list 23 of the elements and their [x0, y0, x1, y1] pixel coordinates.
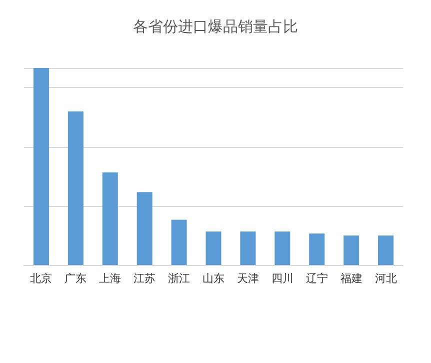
bar: [33, 68, 49, 265]
x-tick-label: 福建: [340, 272, 362, 285]
x-tick-label: 辽宁: [306, 272, 328, 285]
x-tick-label: 四川: [271, 272, 294, 285]
bar: [171, 220, 187, 265]
x-tick-label: 浙江: [168, 272, 190, 285]
bar: [102, 172, 118, 265]
bar: [68, 111, 84, 265]
x-tick-label: 天津: [236, 272, 259, 285]
x-tick-label: 北京: [30, 272, 52, 285]
bar: [344, 235, 360, 265]
bar: [136, 192, 152, 265]
x-tick-label: 上海: [99, 272, 122, 285]
bar: [240, 232, 256, 265]
bar: [378, 235, 394, 265]
bar: [274, 232, 290, 265]
x-tick-label: 广东: [64, 272, 87, 285]
chart-title: 各省份进口爆品销量占比: [133, 18, 298, 36]
x-tick-label: 河北: [374, 272, 397, 285]
x-tick-label: 江苏: [134, 272, 156, 285]
x-tick-label: 山东: [202, 272, 224, 285]
bar: [309, 233, 325, 265]
bar: [206, 232, 222, 265]
